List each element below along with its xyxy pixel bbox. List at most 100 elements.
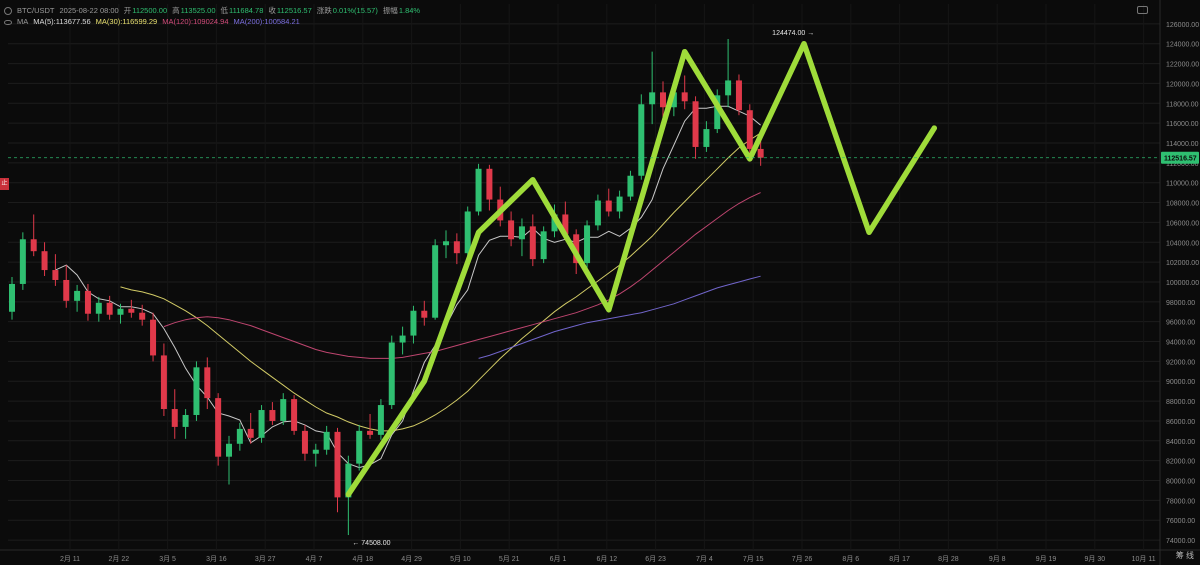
corner-label[interactable]: 筹 线 (1175, 551, 1194, 560)
candle-body (160, 355, 167, 410)
candle-body (757, 148, 764, 158)
candle (746, 104, 753, 157)
visibility-icon[interactable] (4, 19, 12, 25)
low-label: 低 (220, 6, 229, 15)
high-price-annotation: 124474.00 → (772, 30, 814, 37)
y-tick-label: 96000.00 (1166, 320, 1195, 327)
close-label: 收 (268, 6, 276, 15)
ma-legend: MA MA(5):113677.56 MA(30):116599.29 MA(1… (4, 15, 300, 29)
candle-body (52, 270, 59, 280)
candle-body (19, 239, 26, 284)
candle-body (638, 104, 645, 176)
candle-body (681, 92, 688, 102)
candle-body (280, 399, 287, 421)
candle (508, 211, 515, 247)
candle (95, 296, 102, 322)
candle (334, 427, 341, 513)
candle-body (410, 310, 417, 336)
open-label: 开 (123, 6, 132, 15)
candle (139, 304, 146, 326)
candle (714, 89, 721, 134)
candle-body (508, 220, 515, 240)
candle (117, 303, 124, 324)
x-tick-label: 9月 19 (1036, 555, 1057, 563)
y-tick-label: 86000.00 (1166, 419, 1195, 426)
candle-body (421, 310, 428, 318)
candle-body (605, 200, 612, 212)
candle-body (150, 319, 157, 356)
candle (529, 214, 536, 267)
candle-body (475, 168, 482, 212)
candle-body (193, 367, 200, 415)
candle (74, 284, 81, 312)
price-annotations: 124474.00 → ← 74508.00 (352, 30, 814, 547)
candle-body (627, 175, 634, 197)
candle-body (9, 283, 15, 312)
candle-body (236, 428, 243, 444)
candle (280, 393, 287, 425)
candle-body (74, 290, 81, 301)
candle-body (670, 92, 677, 108)
candle (681, 75, 688, 110)
candle (312, 443, 319, 467)
amplitude-label: 振幅 (382, 6, 398, 15)
candle (475, 163, 482, 216)
x-tick-label: 6月 12 (596, 555, 617, 563)
candle (160, 343, 167, 416)
candle-body (84, 290, 91, 314)
candle (649, 51, 656, 125)
x-axis: 2月 11 2月 22 3月 5 3月 16 3月 27 4月 7 4月 18 4月 29 5月… (60, 555, 1156, 563)
candle-body (139, 312, 146, 320)
ma120-legend: MA(120):109024.94 (162, 17, 229, 26)
y-tick-label: 78000.00 (1166, 498, 1195, 505)
candle-body (649, 92, 656, 105)
y-tick-label: 112000.00 (1166, 161, 1199, 168)
camera-icon[interactable] (1137, 6, 1148, 14)
y-tick-label: 106000.00 (1166, 220, 1199, 227)
y-tick-label: 116000.00 (1166, 121, 1199, 128)
y-tick-label: 114000.00 (1166, 141, 1199, 148)
candle-body (247, 428, 254, 438)
candle (356, 424, 363, 471)
candle (128, 299, 135, 318)
candle (377, 399, 384, 440)
candle (660, 81, 666, 118)
candle (725, 39, 732, 108)
candle (269, 402, 276, 425)
candle (388, 335, 395, 410)
x-tick-label: 5月 21 (499, 555, 520, 563)
candle (52, 254, 59, 286)
candle (443, 230, 449, 259)
candle (703, 121, 710, 152)
amplitude-value: 1.84% (398, 6, 421, 15)
current-price-badge (1161, 151, 1199, 164)
candle (421, 300, 428, 326)
x-tick-label: 8月 17 (889, 555, 910, 563)
y-tick-label: 124000.00 (1166, 42, 1199, 49)
ma-line-ma30 (120, 132, 761, 432)
candle-body (377, 405, 384, 435)
candle (150, 312, 157, 362)
side-tag[interactable]: 止 (0, 178, 9, 190)
y-tick-label: 76000.00 (1166, 518, 1195, 525)
high-value: 113525.00 (180, 6, 216, 15)
ma5-legend: MA(5):113677.56 (33, 17, 91, 26)
candle-body (301, 430, 308, 454)
current-price-label: 112516.57 (1164, 156, 1197, 163)
candle (9, 277, 15, 320)
candle-body (128, 308, 135, 313)
candle (182, 409, 189, 439)
candle (367, 413, 374, 439)
x-tick-label: 9月 8 (989, 555, 1006, 563)
y-tick-label: 98000.00 (1166, 300, 1195, 307)
candle-body (443, 241, 449, 246)
settings-icon[interactable] (4, 7, 12, 15)
open-value: 112500.00 (132, 6, 168, 15)
x-tick-label: 8月 28 (938, 555, 959, 563)
candle-body (594, 200, 601, 226)
x-tick-label: 6月 23 (645, 555, 666, 563)
ma30-legend: MA(30):116599.29 (95, 17, 158, 26)
